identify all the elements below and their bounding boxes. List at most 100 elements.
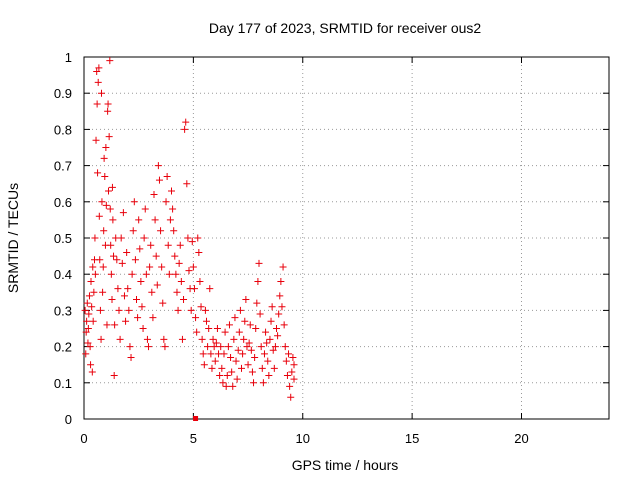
data-point bbox=[93, 100, 101, 108]
y-tick-label: 0.7 bbox=[54, 159, 72, 174]
data-point bbox=[91, 234, 99, 242]
data-point bbox=[213, 325, 221, 332]
data-point bbox=[181, 125, 189, 133]
data-point bbox=[223, 372, 231, 380]
data-point bbox=[111, 321, 119, 329]
data-point bbox=[280, 321, 288, 329]
data-point bbox=[94, 78, 102, 86]
data-point bbox=[87, 361, 95, 369]
data-point bbox=[95, 64, 103, 72]
data-point bbox=[114, 285, 122, 293]
data-point bbox=[250, 379, 258, 387]
data-point bbox=[188, 238, 196, 246]
data-point bbox=[287, 393, 295, 401]
data-point bbox=[279, 263, 287, 271]
data-point bbox=[131, 256, 139, 264]
data-point bbox=[123, 248, 131, 256]
data-point bbox=[102, 201, 110, 209]
data-point bbox=[277, 277, 285, 285]
data-point bbox=[262, 328, 270, 336]
data-point bbox=[196, 277, 204, 285]
data-point bbox=[194, 234, 202, 242]
data-point bbox=[134, 314, 142, 322]
data-point bbox=[222, 382, 230, 390]
data-point bbox=[107, 270, 115, 278]
data-point bbox=[271, 343, 279, 351]
data-point bbox=[265, 372, 273, 380]
data-point bbox=[203, 317, 210, 325]
data-point bbox=[285, 350, 293, 358]
data-point bbox=[94, 169, 102, 177]
data-point bbox=[148, 288, 156, 296]
data-point bbox=[101, 172, 109, 180]
grid bbox=[84, 57, 609, 419]
data-point bbox=[255, 259, 263, 267]
data-point bbox=[90, 288, 98, 296]
data-point bbox=[204, 343, 212, 351]
data-point bbox=[149, 314, 157, 322]
data-point bbox=[208, 364, 216, 372]
data-point bbox=[189, 263, 197, 271]
data-point bbox=[89, 317, 97, 325]
data-point bbox=[219, 379, 227, 387]
x-axis: 0 5 10 15 20 bbox=[80, 57, 529, 446]
x-tick-label: 20 bbox=[514, 431, 528, 446]
y-tick-label: 0.4 bbox=[54, 267, 72, 282]
data-point bbox=[235, 328, 243, 336]
data-point bbox=[241, 317, 249, 325]
data-point bbox=[100, 154, 108, 162]
data-point bbox=[175, 259, 183, 267]
data-point bbox=[245, 339, 253, 347]
data-point bbox=[86, 343, 94, 351]
data-point bbox=[119, 209, 127, 217]
data-point bbox=[278, 303, 286, 311]
data-point bbox=[234, 346, 242, 354]
data-point bbox=[236, 306, 244, 314]
data-point bbox=[126, 343, 134, 351]
data-point bbox=[229, 382, 237, 390]
data-point bbox=[242, 296, 250, 304]
x-tick-label: 10 bbox=[296, 431, 310, 446]
data-point bbox=[83, 299, 91, 307]
data-point bbox=[162, 198, 170, 206]
data-point bbox=[118, 259, 126, 267]
x-tick-label: 15 bbox=[405, 431, 419, 446]
data-point bbox=[82, 350, 90, 358]
data-point bbox=[98, 198, 106, 206]
data-point bbox=[168, 187, 175, 195]
data-point bbox=[91, 270, 99, 278]
data-point bbox=[276, 292, 284, 300]
data-point bbox=[163, 172, 171, 180]
data-point bbox=[117, 234, 125, 242]
data-point bbox=[258, 364, 266, 372]
data-point bbox=[129, 227, 137, 235]
data-point bbox=[212, 339, 220, 347]
data-point bbox=[172, 270, 180, 278]
data-point bbox=[187, 306, 195, 314]
data-point bbox=[96, 256, 104, 264]
data-point bbox=[192, 314, 200, 322]
data-point bbox=[290, 361, 298, 369]
data-point bbox=[124, 285, 132, 293]
y-tick-label: 0.1 bbox=[54, 376, 72, 391]
chart-title: Day 177 of 2023, SRMTID for receiver ous… bbox=[209, 20, 482, 36]
data-point bbox=[263, 339, 271, 347]
data-point bbox=[115, 306, 123, 314]
data-point bbox=[104, 100, 112, 108]
data-point bbox=[174, 306, 182, 314]
data-point bbox=[257, 343, 265, 351]
data-point bbox=[89, 263, 97, 271]
data-point bbox=[282, 357, 290, 365]
data-point bbox=[183, 180, 191, 188]
data-point bbox=[110, 372, 118, 380]
data-point bbox=[127, 353, 135, 361]
data-point bbox=[253, 299, 261, 307]
data-point bbox=[110, 252, 118, 260]
data-point bbox=[164, 241, 172, 249]
data-point bbox=[95, 212, 103, 220]
y-tick-label: 0.6 bbox=[54, 195, 72, 210]
y-tick-label: 0.2 bbox=[54, 340, 72, 355]
data-point bbox=[84, 339, 92, 347]
data-point bbox=[142, 270, 150, 278]
